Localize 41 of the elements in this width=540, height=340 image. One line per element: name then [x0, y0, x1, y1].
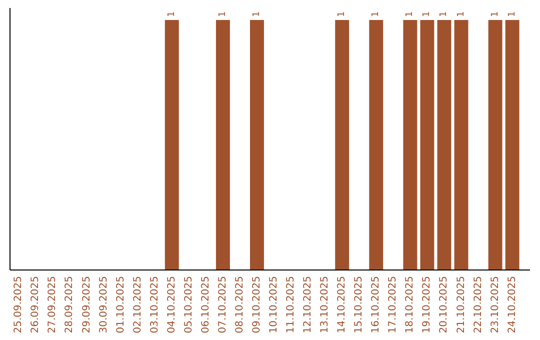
- x-tick-label: 01.10.2025: [115, 276, 126, 334]
- x-tick-label: 03.10.2025: [149, 276, 160, 334]
- data-label: 1: [337, 11, 348, 17]
- x-tick-label: 28.09.2025: [64, 276, 76, 334]
- x-tick-label: 17.10.2025: [388, 276, 399, 334]
- x-tick-label: 19.10.2025: [422, 276, 433, 334]
- data-label: 1: [456, 11, 466, 17]
- x-tick-label: 04.10.2025: [166, 276, 178, 334]
- data-label: 1: [218, 11, 228, 17]
- x-tick-label: 06.10.2025: [200, 276, 212, 334]
- data-label: 1: [490, 11, 500, 17]
- data-label: 1: [422, 11, 432, 17]
- x-tick-label: 15.10.2025: [354, 276, 365, 334]
- x-tick-label: 05.10.2025: [183, 276, 194, 334]
- x-tick-label: 18.10.2025: [404, 276, 416, 334]
- x-tick-label: 22.10.2025: [472, 276, 484, 334]
- x-tick-label: 20.10.2025: [438, 276, 450, 334]
- x-tick-label: 29.09.2025: [81, 276, 92, 334]
- data-label: 1: [166, 11, 177, 17]
- data-label: 1: [507, 11, 518, 17]
- data-label: 1: [252, 11, 262, 17]
- x-tick-label: 21.10.2025: [456, 276, 467, 334]
- x-tick-label: 07.10.2025: [217, 276, 228, 334]
- x-tick-label: 02.10.2025: [132, 276, 144, 334]
- x-tick-label: 09.10.2025: [251, 276, 262, 334]
- data-label: 1: [371, 11, 382, 17]
- x-tick-label: 30.09.2025: [98, 276, 110, 334]
- x-tick-label: 26.09.2025: [30, 276, 42, 334]
- x-tick-label: 14.10.2025: [336, 276, 348, 334]
- data-label: 1: [439, 11, 450, 17]
- data-label: 1: [405, 11, 416, 17]
- x-tick-label: 11.10.2025: [286, 276, 297, 334]
- x-tick-label: 25.09.2025: [13, 276, 24, 334]
- x-tick-label: 12.10.2025: [302, 276, 314, 334]
- x-tick-label: 10.10.2025: [268, 276, 280, 334]
- x-tick-label: 08.10.2025: [234, 276, 246, 334]
- x-tick-label: 23.10.2025: [490, 276, 501, 334]
- x-tick-label: 13.10.2025: [320, 276, 331, 334]
- x-tick-label: 27.09.2025: [47, 276, 58, 334]
- x-tick-label: 24.10.2025: [506, 276, 518, 334]
- x-tick-label: 16.10.2025: [370, 276, 382, 334]
